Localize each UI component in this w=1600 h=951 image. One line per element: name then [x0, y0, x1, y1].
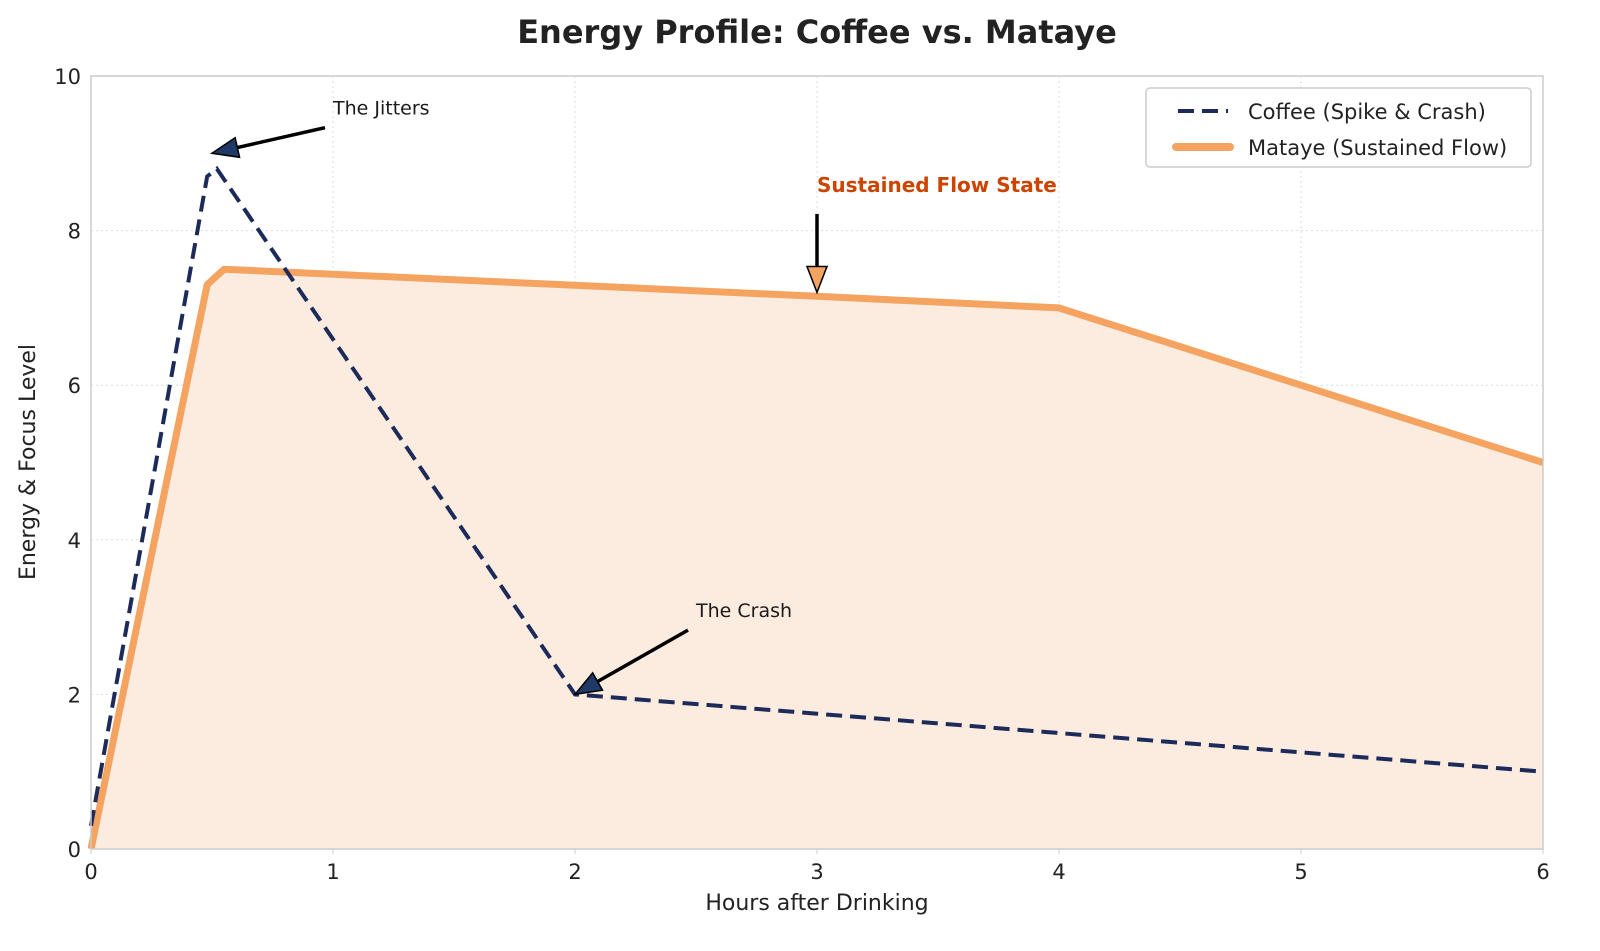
- x-tick-label: 2: [568, 860, 581, 884]
- annotation-label: The Crash: [695, 600, 792, 622]
- y-tick-label: 0: [68, 838, 81, 862]
- x-tick-label: 3: [810, 860, 823, 884]
- annotation-arrowhead: [805, 265, 829, 295]
- x-tick-label: 4: [1052, 860, 1065, 884]
- y-tick-label: 2: [68, 683, 81, 707]
- x-tick-label: 0: [84, 860, 97, 884]
- x-tick-label: 1: [326, 860, 339, 884]
- x-tick-label: 6: [1536, 860, 1549, 884]
- mataye-area-fill: [91, 269, 1543, 849]
- chart-title: Energy Profile: Coffee vs. Mataye: [517, 13, 1117, 51]
- coffee-line: [89, 165, 1544, 827]
- x-axis-label: Hours after Drinking: [705, 891, 928, 916]
- annotation-arrow-shaft: [236, 125, 326, 150]
- x-tick-label: 5: [1294, 860, 1307, 884]
- legend-box: [1145, 87, 1532, 168]
- annotation-arrowhead: [573, 671, 604, 696]
- plot-area: [87, 75, 1545, 850]
- annotation-label: Sustained Flow State: [817, 173, 1057, 197]
- annotations: The Jitters The Crash Sustained Flow State: [209, 98, 1057, 696]
- y-tick-label: 10: [54, 65, 81, 89]
- ticks: 0 1 2 3 4 5 6 0 2 4 6 8 10: [54, 65, 1549, 884]
- legend-coffee-label: Coffee (Spike & Crash): [1248, 100, 1486, 124]
- y-tick-label: 4: [68, 529, 81, 553]
- annotation-arrowhead: [209, 136, 241, 159]
- y-tick-label: 6: [68, 374, 81, 398]
- y-tick-label: 8: [68, 220, 81, 244]
- annotation-arrow-shaft: [596, 628, 689, 684]
- legend-mataye-label: Mataye (Sustained Flow): [1248, 136, 1507, 160]
- y-axis-label: Energy & Focus Level: [16, 344, 41, 580]
- legend: Coffee (Spike & Crash) Mataye (Sustained…: [1145, 87, 1532, 168]
- annotation-label: The Jitters: [332, 98, 430, 120]
- mataye-line: [87, 265, 1545, 850]
